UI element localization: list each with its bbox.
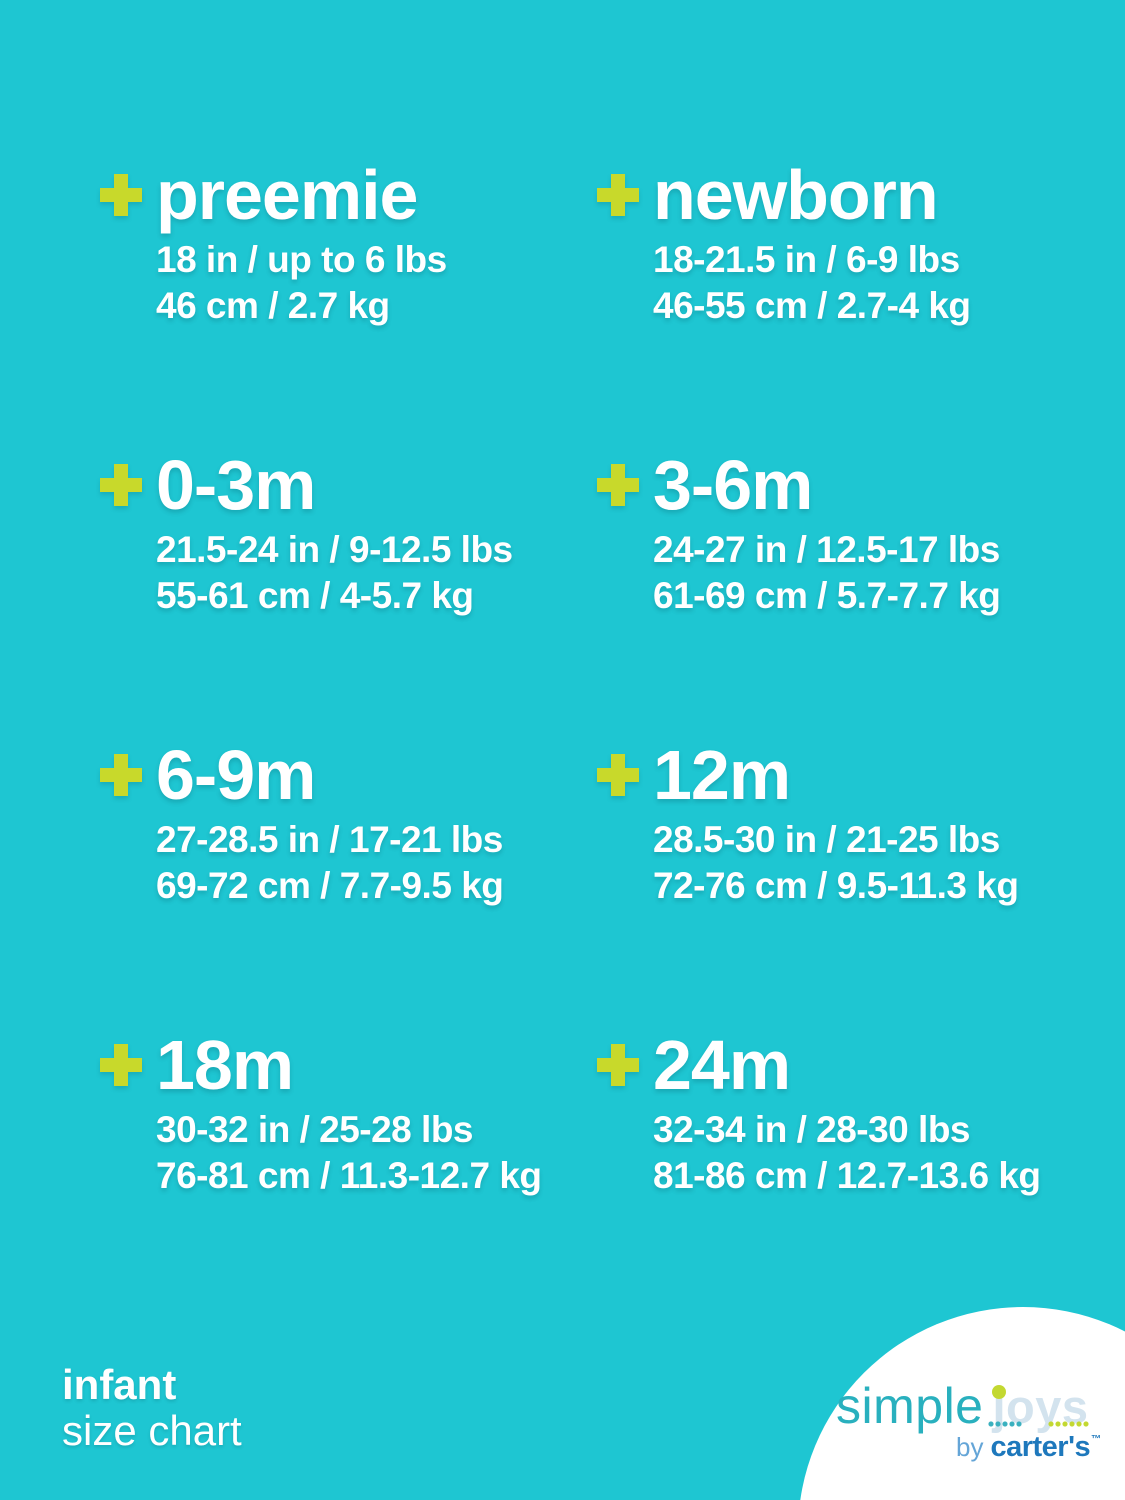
size-imperial: 30-32 in / 25-28 lbs [156,1109,474,1150]
size-imperial: 28.5-30 in / 21-25 lbs [653,819,1000,860]
size-cell-18m: 18m 30-32 in / 25-28 lbs 76-81 cm / 11.3… [100,1030,542,1199]
chart-title: infant size chart [62,1362,242,1454]
size-cell-text: newborn 18-21.5 in / 6-9 lbs 46-55 cm / … [653,160,971,329]
size-cell-12m: 12m 28.5-30 in / 21-25 lbs 72-76 cm / 9.… [597,736,1019,909]
size-imperial: 24-27 in / 12.5-17 lbs [653,529,1000,570]
plus-icon [100,464,142,506]
size-cell-text: 24m 32-34 in / 28-30 lbs 81-86 cm / 12.7… [653,1030,1041,1199]
plus-icon [597,464,639,506]
size-cell-text: 12m 28.5-30 in / 21-25 lbs 72-76 cm / 9.… [653,736,1019,909]
size-cell-preemie: preemie 18 in / up to 6 lbs 46 cm / 2.7 … [100,160,447,329]
size-label: 0-3m [156,446,316,524]
plus-icon [597,174,639,216]
plus-icon [100,1044,142,1086]
plus-icon [100,754,142,796]
size-label: 24m [653,1026,791,1104]
size-label: newborn [653,156,939,234]
size-metric: 69-72 cm / 7.7-9.5 kg [156,865,504,906]
logo-text-by: by [956,1432,984,1462]
size-cell-3-6m: 3-6m 24-27 in / 12.5-17 lbs 61-69 cm / 5… [597,446,1001,619]
plus-icon [597,1044,639,1086]
size-cell-6-9m: 6-9m 27-28.5 in / 17-21 lbs 69-72 cm / 7… [100,736,504,909]
size-imperial: 18-21.5 in / 6-9 lbs [653,239,960,280]
size-imperial: 32-34 in / 28-30 lbs [653,1109,971,1150]
logo-text-carters: carter's™ [990,1431,1101,1463]
size-cell-0-3m: 0-3m 21.5-24 in / 9-12.5 lbs 55-61 cm / … [100,450,513,619]
trademark-symbol: ™ [1091,1434,1101,1445]
size-label: 3-6m [653,446,813,524]
size-metric: 81-86 cm / 12.7-13.6 kg [653,1155,1041,1196]
size-cell-text: preemie 18 in / up to 6 lbs 46 cm / 2.7 … [156,160,447,329]
size-cell-text: 3-6m 24-27 in / 12.5-17 lbs 61-69 cm / 5… [653,446,1001,619]
size-label: 12m [653,736,791,814]
logo-teal-dots-icon [988,1421,1022,1427]
size-cell-newborn: newborn 18-21.5 in / 6-9 lbs 46-55 cm / … [597,160,971,329]
size-metric: 72-76 cm / 9.5-11.3 kg [653,865,1019,906]
chart-title-line2: size chart [62,1407,242,1454]
size-cell-text: 0-3m 21.5-24 in / 9-12.5 lbs 55-61 cm / … [156,450,513,619]
size-metric: 46 cm / 2.7 kg [156,285,390,326]
size-metric: 46-55 cm / 2.7-4 kg [653,285,971,326]
logo-yellow-dots-icon [1048,1421,1089,1427]
size-cell-text: 18m 30-32 in / 25-28 lbs 76-81 cm / 11.3… [156,1030,542,1199]
size-metric: 61-69 cm / 5.7-7.7 kg [653,575,1001,616]
size-metric: 55-61 cm / 4-5.7 kg [156,575,474,616]
chart-title-line1: infant [62,1361,177,1408]
size-imperial: 27-28.5 in / 17-21 lbs [156,819,503,860]
size-cell-text: 6-9m 27-28.5 in / 17-21 lbs 69-72 cm / 7… [156,736,504,909]
size-imperial: 21.5-24 in / 9-12.5 lbs [156,529,513,570]
by-carters-logo: by carter's™ [956,1433,1101,1462]
size-label: 18m [156,1026,294,1104]
logo-green-dot-icon [992,1385,1007,1399]
size-imperial: 18 in / up to 6 lbs [156,239,447,280]
plus-icon [597,754,639,796]
size-cell-24m: 24m 32-34 in / 28-30 lbs 81-86 cm / 12.7… [597,1030,1041,1199]
logo-text-simple: simple [836,1378,984,1434]
size-label: preemie [156,156,418,234]
plus-icon [100,174,142,216]
size-label: 6-9m [156,736,316,814]
size-metric: 76-81 cm / 11.3-12.7 kg [156,1155,542,1196]
